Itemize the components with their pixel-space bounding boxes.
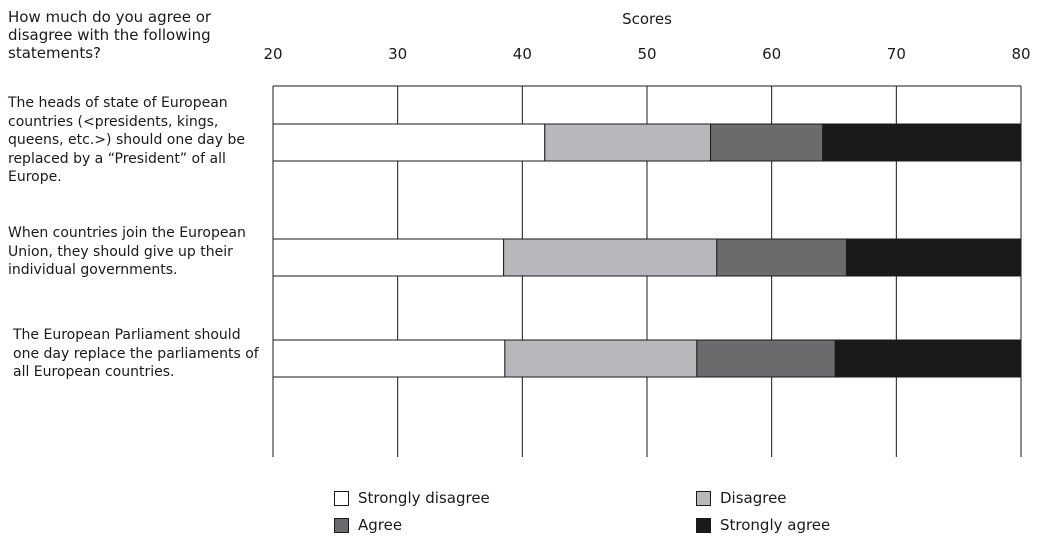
x-tick-label: 40 [513,45,532,63]
x-tick-label: 30 [388,45,407,63]
bars [272,123,1022,378]
x-tick-label: 80 [1011,45,1030,63]
statement-1-label: The heads of state of European countries… [8,95,245,185]
bar-strongly-agree-3 [834,339,1022,378]
bar-strongly-disagree-1 [272,123,546,162]
bar-agree-1 [710,123,824,162]
statement-3-label: The European Parliament should one day r… [13,327,259,380]
bar-disagree-1 [544,123,712,162]
question-text: How much do you agree or disagree with t… [8,8,212,62]
bar-strongly-agree-1 [822,123,1022,162]
x-tick-labels: 20 30 40 50 60 70 80 [263,45,1030,63]
statement-2-label: When countries join the European Union, … [8,225,246,278]
x-tick-label: 60 [762,45,781,63]
bar-disagree-3 [504,339,698,378]
bar-strongly-disagree-2 [272,238,505,277]
bar-strongly-agree-2 [845,238,1022,277]
bar-agree-2 [716,238,847,277]
bar-agree-3 [696,339,836,378]
x-axis-label: Scores [622,10,672,28]
x-tick-label: 70 [887,45,906,63]
x-tick-label: 50 [637,45,656,63]
bar-disagree-2 [503,238,718,277]
x-tick-label: 20 [263,45,282,63]
bar-strongly-disagree-3 [272,339,506,378]
